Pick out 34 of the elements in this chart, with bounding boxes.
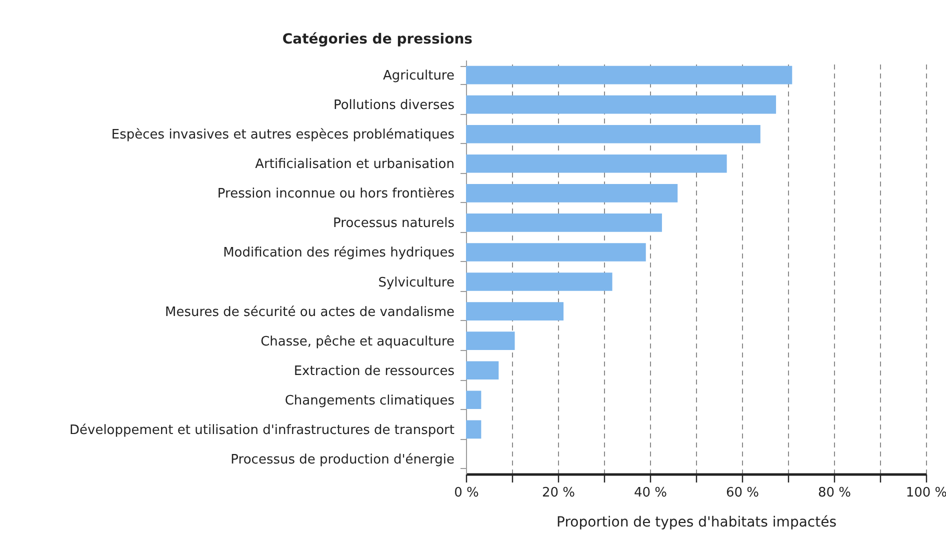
y-tick-label: Chasse, pêche et aquaculture bbox=[260, 334, 454, 350]
bar bbox=[466, 66, 792, 84]
x-tick-label: 80 % bbox=[818, 486, 852, 500]
y-tick-label: Changements climatiques bbox=[284, 393, 455, 408]
y-tick-label: Pression inconnue ou hors frontières bbox=[217, 186, 455, 202]
bar bbox=[466, 420, 482, 439]
bar bbox=[466, 95, 776, 114]
bar bbox=[466, 154, 727, 173]
y-tick-label: Extraction de ressources bbox=[294, 364, 455, 379]
y-tick-label: Processus de production d'énergie bbox=[230, 452, 454, 468]
y-tick-label: Processus naturels bbox=[333, 216, 455, 232]
y-tick-label: Espèces invasives et autres espèces problématiques bbox=[111, 128, 455, 143]
x-tick-label: 60 % bbox=[726, 486, 760, 500]
x-axis-title: Proportion de types d'habitats impactés bbox=[556, 514, 837, 530]
y-axis-title: Catégories de pressions bbox=[282, 32, 472, 48]
bar bbox=[466, 272, 612, 291]
y-tick-label: Modification des régimes hydriques bbox=[223, 246, 455, 261]
bar bbox=[466, 361, 499, 380]
bar bbox=[466, 124, 760, 144]
y-tick-label: Agriculture bbox=[383, 68, 454, 84]
x-tick-label: 0 % bbox=[454, 486, 479, 500]
y-tick-label: Mesures de sécurité ou actes de vandalisme bbox=[164, 304, 454, 320]
bar bbox=[466, 214, 662, 232]
bar bbox=[466, 243, 646, 262]
x-tick-label: 20 % bbox=[542, 486, 576, 500]
y-tick-label: Sylviculture bbox=[378, 275, 454, 290]
y-tick-label: Développement et utilisation d'infrastructures de transport bbox=[70, 422, 454, 438]
bar bbox=[466, 184, 678, 202]
y-tick-label: Pollutions diverses bbox=[333, 98, 455, 114]
y-tick-label: Artificialisation et urbanisation bbox=[255, 157, 454, 172]
bar bbox=[466, 390, 482, 410]
x-tick-label: 40 % bbox=[634, 486, 668, 500]
bar bbox=[466, 332, 515, 350]
bar bbox=[466, 302, 564, 320]
